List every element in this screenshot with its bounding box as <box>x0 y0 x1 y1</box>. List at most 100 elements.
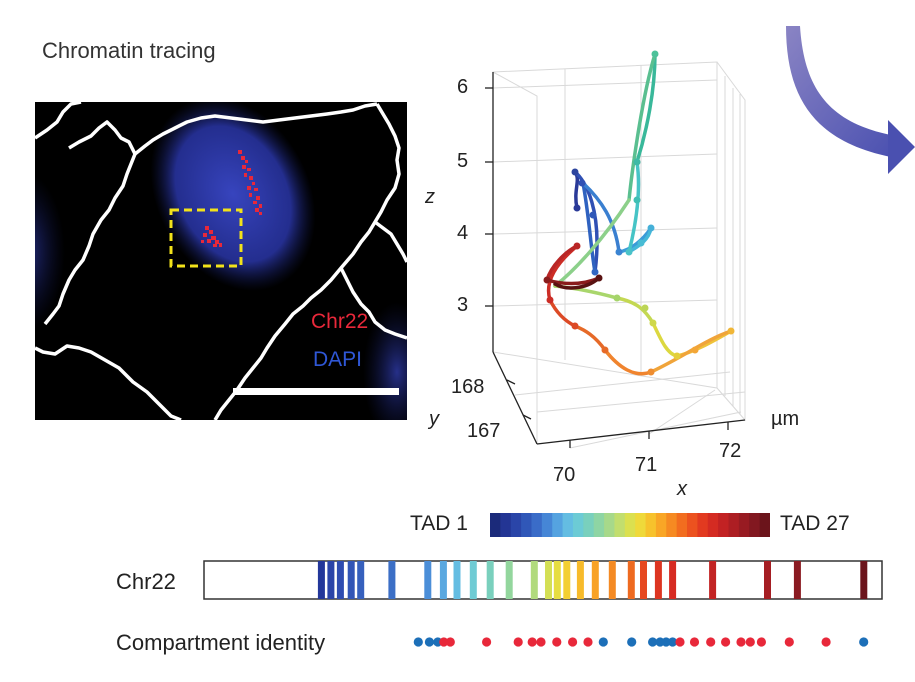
colorbar-cell <box>666 513 678 537</box>
compartment-dot <box>513 637 523 647</box>
tad-band <box>336 561 344 599</box>
z-tick-6: 6 <box>457 76 469 98</box>
tad-band <box>469 561 477 599</box>
compartment-dot <box>706 637 716 647</box>
compartment-dot <box>745 637 755 647</box>
unit-label: µm <box>771 408 800 430</box>
colorbar-cell <box>728 513 740 537</box>
colorbar-cell <box>490 513 501 537</box>
trace-3d-plot: 6 5 4 3 z 168 167 y 70 71 72 x µm <box>405 40 825 510</box>
compartment-label: Compartment identity <box>116 630 326 655</box>
tad-band <box>439 561 447 599</box>
x-tick-72: 72 <box>719 440 742 462</box>
tad-band <box>793 561 801 599</box>
tad-band <box>486 561 494 599</box>
compartment-dot <box>859 637 869 647</box>
tad-band <box>530 561 538 599</box>
compartment-dot <box>445 637 455 647</box>
colorbar-cell <box>583 513 595 537</box>
scale-bar <box>233 388 399 395</box>
tad-band <box>357 561 365 599</box>
tad-band <box>709 561 717 599</box>
tad-band <box>545 561 552 599</box>
tad-band <box>576 561 584 599</box>
tad-band <box>563 561 571 599</box>
colorbar-cell <box>593 513 605 537</box>
compartment-dot <box>689 637 700 647</box>
z-axis-label: z <box>425 186 435 208</box>
cell-boundaries <box>35 102 407 420</box>
compartment-dot <box>627 637 637 647</box>
trace-beads <box>543 50 735 376</box>
compartment-dot <box>482 637 492 647</box>
tad-band <box>327 561 335 599</box>
tad-band <box>347 561 355 599</box>
compartment-dot <box>784 637 794 647</box>
compartment-dots <box>413 637 869 647</box>
colorbar-cell <box>687 513 699 537</box>
z-tick-3: 3 <box>457 294 469 316</box>
colorbar-cell <box>738 513 750 537</box>
compartment-dot <box>756 637 766 647</box>
colorbar-cell <box>697 513 709 537</box>
tad-band <box>608 561 616 599</box>
compartment-dot <box>552 637 562 647</box>
colorbar-cell <box>500 513 512 537</box>
tad-band <box>553 561 561 599</box>
compartment-dot <box>439 637 449 647</box>
roi-box <box>169 208 243 268</box>
colorbar-cell <box>521 513 533 537</box>
colorbar-cell <box>562 513 574 537</box>
colorbar-cell <box>749 513 761 537</box>
tad-band <box>627 561 635 599</box>
colorbar-cell <box>655 513 667 537</box>
chromosome-label: Chr22 <box>116 569 176 594</box>
compartment-dot <box>598 637 608 647</box>
tad-band <box>424 561 432 599</box>
y-tick-167: 167 <box>467 420 501 442</box>
colorbar-cell <box>718 513 730 537</box>
colorbar-cell <box>510 513 522 537</box>
z-tick-5: 5 <box>457 150 469 172</box>
colorbar-cell <box>635 513 647 537</box>
compartment-dot <box>661 637 671 647</box>
colorbar-left-label: TAD 1 <box>410 512 468 535</box>
colorbar-cell <box>541 513 553 537</box>
compartment-dot <box>583 637 593 647</box>
colorbar-cell <box>624 513 636 537</box>
compartment-dot <box>413 637 423 647</box>
chr22-loci <box>201 150 262 247</box>
microscopy-image: Chr22 DAPI <box>35 102 407 420</box>
tad-band <box>591 561 599 599</box>
z-tick-4: 4 <box>457 222 469 244</box>
neighbor-nucleus-right <box>363 302 407 420</box>
microscopy-svg <box>35 102 407 420</box>
compartment-dot <box>536 637 546 647</box>
x-tick-70: 70 <box>553 464 576 486</box>
compartment-dot <box>648 637 658 647</box>
tad-band <box>764 561 771 599</box>
dapi-channel-label: DAPI <box>313 348 363 371</box>
compartment-dot <box>821 637 831 647</box>
colorbar-cell <box>552 513 564 537</box>
neighbor-nucleus-left <box>35 174 65 330</box>
tad-band <box>860 561 868 599</box>
axis-lines <box>485 72 746 448</box>
colorbar-cell <box>614 513 626 537</box>
x-axis-label: x <box>677 478 687 500</box>
trace-3d-svg <box>485 50 746 449</box>
curved-arrow-icon <box>786 26 915 174</box>
tad-band <box>654 561 662 599</box>
tad-band <box>505 561 513 599</box>
y-axis-label: y <box>429 408 439 430</box>
compartment-dot <box>675 637 685 647</box>
chromatin-trace <box>545 52 733 376</box>
colorbar-cell <box>759 513 770 537</box>
compartment-dot <box>668 637 678 647</box>
y-tick-168: 168 <box>451 376 485 398</box>
tad-band <box>317 561 325 599</box>
colorbar-cell <box>645 513 657 537</box>
compartment-dot <box>527 637 537 647</box>
panel-title: Chromatin tracing <box>42 38 216 63</box>
tad-band <box>640 561 647 599</box>
